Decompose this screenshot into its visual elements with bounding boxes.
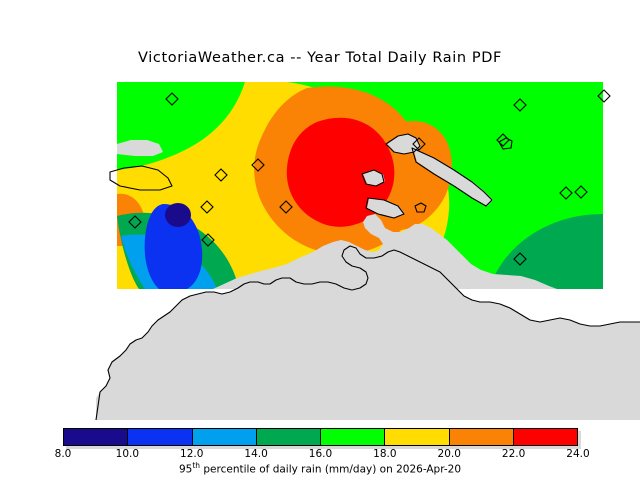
colorbar-segment-16-18[interactable] (320, 429, 385, 445)
colorbar-tick-8.0: 8.0 (54, 448, 72, 460)
caption-superscript: th (192, 461, 201, 470)
contour-plot-area (117, 82, 603, 289)
colorbar-ticks: 8.0 10.0 12.0 14.0 16.0 18.0 20.0 22.0 24.0 (0, 448, 640, 460)
colorbar-tick-10.0: 10.0 (115, 448, 140, 460)
colorbar[interactable] (63, 428, 578, 446)
colorbar-segment-18-20[interactable] (384, 429, 449, 445)
colorbar-segment-22-24[interactable] (512, 429, 577, 445)
page-title: VictoriaWeather.ca -- Year Total Daily R… (138, 50, 502, 66)
colorbar-segment-8-10[interactable] (64, 429, 128, 445)
region-navy-8-10 (165, 203, 191, 227)
colorbar-tick-24.0: 24.0 (566, 448, 590, 460)
colorbar-tick-12.0: 12.0 (180, 448, 204, 460)
colorbar-segment-10-12[interactable] (127, 429, 192, 445)
colorbar-segment-12-14[interactable] (191, 429, 256, 445)
colorbar-tick-20.0: 20.0 (437, 448, 461, 460)
colorbar-caption: 95th percentile of daily rain (mm/day) o… (0, 461, 640, 476)
map-stage (95, 82, 640, 420)
caption-prefix: 95 (178, 463, 193, 476)
colorbar-segment-20-22[interactable] (448, 429, 513, 445)
caption-rest: percentile of daily rain (mm/day) on 202… (200, 463, 462, 476)
colorbar-segment-14-16[interactable] (255, 429, 320, 445)
colorbar-tick-18.0: 18.0 (373, 448, 397, 460)
colorbar-tick-14.0: 14.0 (244, 448, 268, 460)
colorbar-tick-22.0: 22.0 (501, 448, 526, 460)
contour-field (117, 82, 603, 289)
colorbar-tick-16.0: 16.0 (308, 448, 333, 460)
